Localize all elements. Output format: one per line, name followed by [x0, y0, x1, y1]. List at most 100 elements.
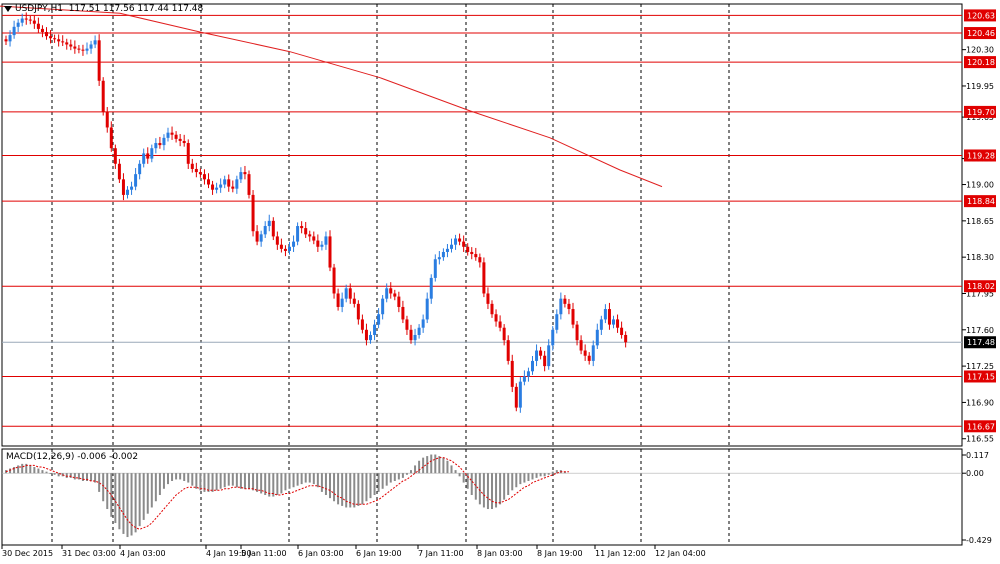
- candle-body: [12, 26, 16, 36]
- candle-body: [73, 46, 77, 49]
- candle: [555, 309, 559, 334]
- macd-bar: [373, 473, 376, 496]
- candle: [579, 335, 583, 355]
- macd-tick-label: 0.00: [966, 469, 984, 478]
- candle: [73, 40, 77, 54]
- level-label: 119.28: [967, 151, 995, 160]
- macd-bar: [507, 473, 510, 496]
- macd-bar: [551, 471, 554, 474]
- macd-bar: [162, 473, 165, 489]
- macd-bar: [466, 473, 469, 489]
- macd-bar: [260, 473, 263, 494]
- current-price-badge: [964, 336, 996, 349]
- candle-body: [377, 314, 381, 325]
- candle-body: [364, 329, 368, 341]
- candle: [425, 292, 429, 324]
- candle: [373, 319, 377, 341]
- candle-body: [247, 174, 251, 195]
- candle-body: [543, 355, 547, 367]
- y-tick-label: 116.90: [966, 398, 994, 407]
- symbol-menu-icon[interactable]: [4, 5, 12, 12]
- macd-bar: [86, 473, 88, 481]
- candle-body: [215, 187, 219, 190]
- candle-body: [445, 248, 449, 252]
- candle-body: [397, 296, 401, 307]
- candle-body: [49, 36, 53, 39]
- y-tick-label: 118.30: [966, 253, 994, 262]
- candle: [304, 221, 308, 238]
- y-tick-label: 117.25: [966, 362, 994, 371]
- candle: [332, 263, 336, 299]
- candle: [595, 323, 599, 349]
- macd-bar: [122, 473, 125, 534]
- candle-body: [251, 194, 255, 232]
- candle-body: [547, 345, 551, 367]
- level-badge: [964, 56, 996, 69]
- macd-bar: [495, 473, 498, 508]
- candle-body: [134, 174, 138, 187]
- candle-body: [190, 163, 194, 169]
- level-label: 118.02: [967, 282, 995, 291]
- candle-body: [417, 327, 421, 335]
- candle: [247, 170, 251, 199]
- macd-bar: [195, 473, 198, 489]
- candle: [616, 314, 620, 333]
- x-tick-label: 11 Jan 12:00: [595, 549, 646, 558]
- macd-bar: [438, 456, 441, 474]
- level-label: 119.70: [967, 108, 995, 117]
- candle-body: [490, 303, 494, 315]
- candle-body: [150, 148, 154, 159]
- macd-bar: [231, 473, 234, 486]
- level-badge: [964, 370, 996, 383]
- candle-body: [559, 298, 563, 315]
- price-plot-frame: [1, 3, 963, 447]
- candle-body: [32, 20, 36, 24]
- candle: [166, 127, 170, 142]
- macd-bar: [57, 473, 60, 477]
- candle: [174, 131, 178, 143]
- candle: [12, 20, 16, 39]
- candle-body: [526, 371, 530, 377]
- candle: [344, 284, 348, 303]
- candle: [356, 300, 360, 325]
- candle: [239, 167, 243, 183]
- candle-body: [462, 241, 466, 247]
- candle: [235, 175, 239, 194]
- candle-body: [373, 324, 377, 335]
- candle-body: [607, 309, 611, 325]
- candle: [478, 253, 482, 268]
- candle-body: [312, 236, 316, 241]
- candle-body: [259, 234, 263, 242]
- macd-bar: [519, 473, 522, 485]
- current-price-label: 117.48: [967, 338, 995, 347]
- macd-bar: [239, 473, 242, 489]
- macd-bar: [401, 473, 404, 478]
- candle-body: [616, 319, 620, 328]
- macd-bar: [393, 473, 396, 481]
- macd-bar: [300, 473, 303, 485]
- macd-bar: [446, 460, 449, 474]
- candle: [182, 134, 186, 147]
- macd-bar: [527, 473, 530, 481]
- candle-body: [182, 140, 186, 144]
- macd-bar: [458, 473, 461, 477]
- macd-bar: [114, 473, 117, 524]
- macd-label: MACD(12,26,9) -0.006 -0.002: [6, 452, 139, 462]
- x-tick-label: 31 Dec 03:00: [62, 549, 116, 558]
- candle-body: [283, 248, 287, 251]
- candle: [20, 13, 24, 27]
- level-badge: [964, 280, 996, 293]
- macd-tick-label: 0.117: [966, 451, 989, 460]
- candle-body: [142, 153, 146, 164]
- macd-bar: [53, 473, 56, 475]
- candle: [316, 234, 320, 252]
- candle: [109, 121, 113, 152]
- candle: [539, 346, 543, 360]
- candle: [413, 328, 417, 346]
- candle: [607, 302, 611, 330]
- candle-body: [61, 41, 65, 43]
- candle: [328, 230, 332, 272]
- macd-bar: [223, 473, 226, 488]
- macd-bar: [187, 473, 190, 483]
